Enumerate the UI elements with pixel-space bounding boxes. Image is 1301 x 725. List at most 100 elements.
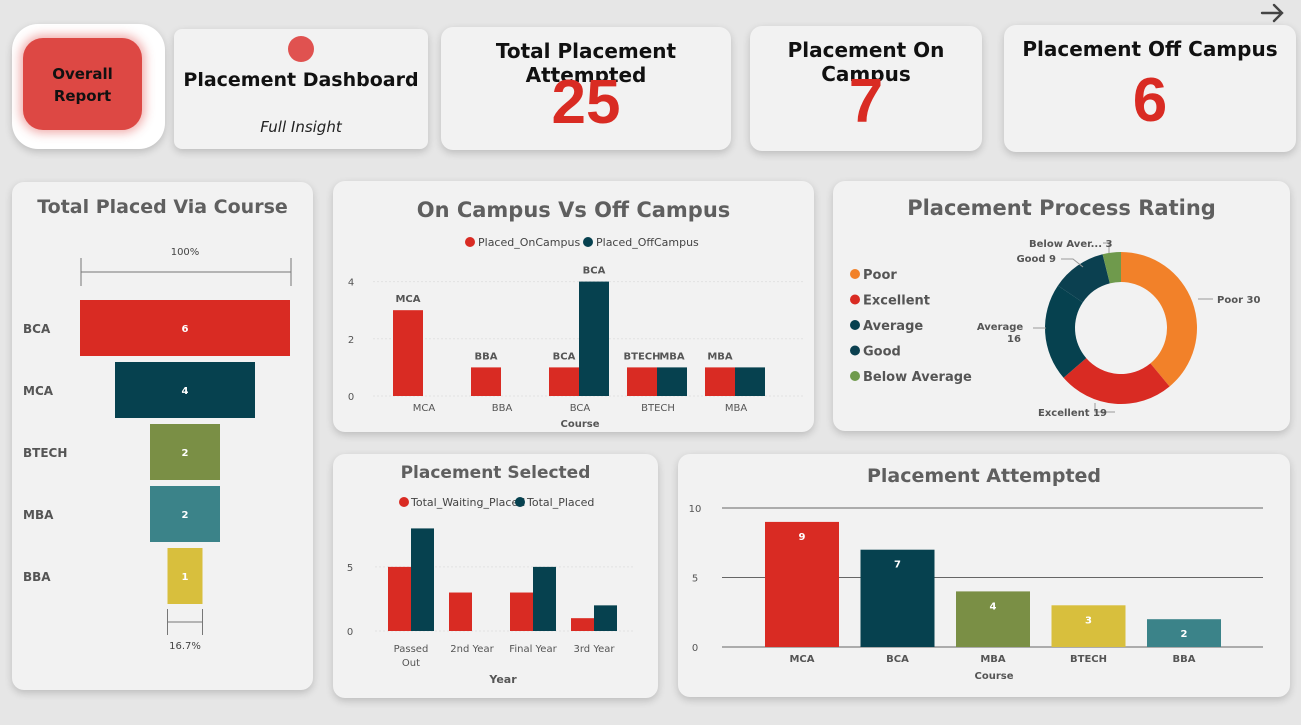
donut-slice — [1057, 254, 1110, 303]
overall-report-button[interactable]: Overall Report — [23, 38, 142, 130]
kpi-value: 6 — [1132, 66, 1168, 135]
legend-marker — [583, 237, 593, 247]
y-tick-label: 10 — [689, 504, 702, 515]
x-axis-label: Course — [561, 419, 600, 430]
x-tick-label: BBA — [1173, 654, 1196, 665]
bar-data-label: BTECH — [624, 351, 661, 362]
x-tick-label: Final Year — [509, 644, 557, 655]
funnel-bar — [167, 548, 203, 604]
selected-chart-card: Placement Selected Total_Waiting_Placed T… — [333, 454, 658, 698]
attempted-bar — [1147, 619, 1221, 647]
x-tick-label: MBA — [980, 654, 1006, 665]
x-tick-label: Passed — [394, 644, 429, 655]
attempted-chart: 0 5 10 9 MCA 7 BCA 4 MBA 3 BTECH 2 BBA Course — [689, 504, 1263, 682]
funnel-category-label: BCA — [23, 322, 51, 336]
campus-bar — [393, 310, 423, 396]
x-tick-label: MBA — [725, 403, 747, 414]
chart-title: Placement Selected — [400, 463, 591, 483]
arrow-right-icon[interactable] — [1260, 2, 1286, 24]
legend-label: Total_Placed — [526, 496, 594, 509]
legend-marker — [850, 294, 860, 305]
header-card: Placement Dashboard Full Insight — [174, 29, 428, 149]
chart-title: Placement Process Rating — [907, 196, 1216, 220]
bar-data-label: BCA — [553, 351, 576, 362]
bar-value-label: 2 — [1181, 629, 1188, 640]
x-tick-label: 3rd Year — [574, 644, 616, 655]
attempted-bar — [860, 549, 935, 647]
selected-bar — [594, 605, 617, 631]
funnel-category-label: MBA — [23, 508, 54, 522]
x-tick-label: BTECH — [641, 403, 675, 414]
donut-slice — [1045, 285, 1087, 378]
attempted-bar — [956, 591, 1030, 647]
legend-label: Total_Waiting_Placed — [410, 496, 525, 509]
selected-bar — [510, 592, 533, 631]
funnel-category-label: MCA — [23, 384, 54, 398]
funnel-bottom-label: 16.7% — [169, 641, 201, 652]
selected-bar — [533, 566, 556, 631]
x-tick-label: BCA — [886, 654, 909, 665]
campus-bar — [549, 367, 579, 396]
funnel-value-label: 2 — [182, 448, 189, 459]
campus-bar — [705, 367, 735, 396]
overall-label-1: Overall — [52, 65, 113, 83]
overall-label-2: Report — [53, 87, 112, 105]
chart-title: On Campus Vs Off Campus — [416, 198, 731, 222]
funnel-value-label: 4 — [182, 386, 189, 397]
legend-label: Good — [863, 345, 901, 360]
funnel-value-label: 1 — [182, 572, 189, 583]
leader-line — [1061, 258, 1084, 268]
overall-report-card: Overall Report — [12, 24, 165, 149]
x-tick-label: BCA — [570, 403, 591, 414]
funnel-value-label: 2 — [182, 510, 189, 521]
kpi-card-attempted: Total Placement Attempted 25 — [441, 27, 731, 150]
attempted-bar — [1051, 605, 1126, 647]
bar-data-label: BCA — [583, 266, 606, 277]
kpi-card-on-campus: Placement On Campus 7 — [750, 26, 982, 151]
campus-chart-card: On Campus Vs Off Campus Placed_OnCampus P… — [333, 181, 814, 432]
x-axis-label: Course — [975, 671, 1014, 682]
legend-label: Poor — [863, 268, 897, 283]
funnel-category-label: BTECH — [23, 446, 67, 460]
campus-bar — [579, 281, 609, 396]
campus-bar — [627, 367, 657, 396]
y-tick-label: 5 — [692, 574, 698, 585]
x-tick-label: BBA — [492, 403, 513, 414]
legend-marker — [465, 237, 475, 247]
bar-value-label: 4 — [990, 601, 997, 612]
bar-data-label: BBA — [475, 351, 498, 362]
legend-marker — [515, 497, 525, 507]
funnel-chart: 100% 6 BCA 4 MCA 2 BTECH 2 MBA 1 BBA 16.7% — [23, 247, 292, 652]
attempted-bar — [765, 521, 839, 647]
status-dot — [288, 36, 314, 62]
leader-line — [1094, 403, 1115, 413]
rating-chart: Poor Excellent Average Good Below Average Poo… — [850, 239, 1260, 419]
funnel-top-label: 100% — [171, 247, 200, 258]
slice-label: Poor 30 — [1217, 295, 1260, 306]
y-tick-label: 0 — [692, 643, 698, 654]
campus-bar — [735, 367, 765, 396]
slice-label: 16 — [1007, 334, 1021, 345]
selected-bar — [411, 528, 434, 631]
funnel-bar — [115, 362, 255, 418]
legend-label: Average — [863, 319, 923, 334]
slice-label: Below Aver... 3 — [1029, 239, 1112, 250]
legend-label: Placed_OnCampus — [478, 236, 580, 249]
bar-value-label: 3 — [1085, 615, 1092, 626]
campus-bar — [657, 367, 687, 396]
funnel-bar — [80, 300, 290, 356]
donut-slice — [1063, 358, 1170, 404]
x-tick-label: MCA — [789, 654, 814, 665]
y-tick-label: 2 — [348, 335, 354, 346]
kpi-card-off-campus: Placement Off Campus 6 — [1004, 25, 1296, 152]
rating-chart-card: Placement Process Rating Poor Excellent Av… — [833, 181, 1290, 431]
page-title: Placement Dashboard — [183, 69, 419, 91]
x-tick-label: BTECH — [1070, 654, 1107, 665]
kpi-title: Placement On Campus — [787, 38, 945, 86]
y-tick-label: 5 — [347, 563, 353, 574]
campus-bar — [471, 367, 501, 396]
selected-bar — [388, 566, 411, 631]
chart-title: Placement Attempted — [866, 465, 1102, 487]
chart-title: Total Placed Via Course — [37, 196, 288, 218]
funnel-bar — [150, 486, 220, 542]
